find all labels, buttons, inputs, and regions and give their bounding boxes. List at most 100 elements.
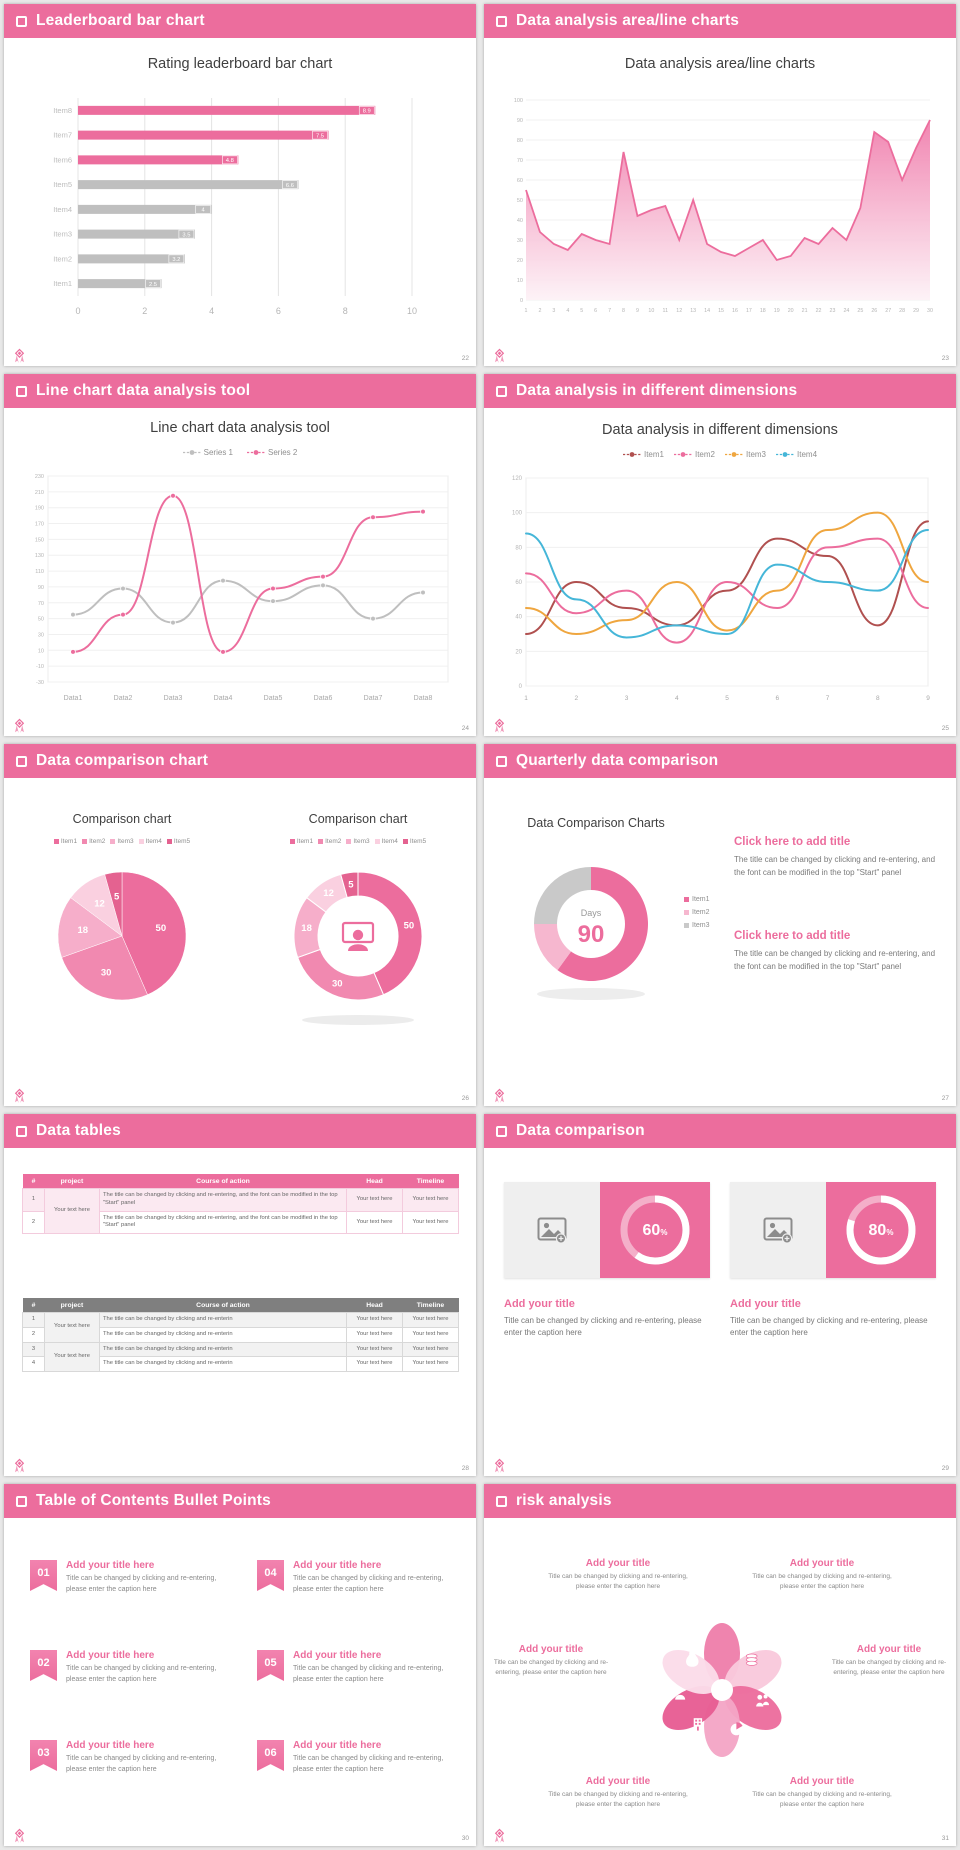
slide-header-title: Data tables <box>36 1122 121 1139</box>
risk-item-caption: Title can be changed by clicking and re-… <box>548 1791 688 1809</box>
card-title[interactable]: Add your title <box>504 1298 575 1310</box>
table-header-cell: Head <box>346 1298 403 1313</box>
slide-header-title: Leaderboard bar chart <box>36 12 205 29</box>
block-title[interactable]: Click here to add title <box>734 836 851 848</box>
table-header-cell: Course of action <box>99 1298 347 1313</box>
svg-text:18: 18 <box>301 923 312 934</box>
table-header-cell: Timeline <box>402 1174 459 1189</box>
svg-text:12: 12 <box>323 888 334 899</box>
legend-swatch-icon <box>289 839 295 844</box>
risk-item[interactable]: Add your title Title can be changed by cl… <box>542 1558 694 1592</box>
svg-text:30: 30 <box>927 308 933 314</box>
text-block: Click here to add title The title can be… <box>734 836 936 880</box>
square-bullet-icon <box>16 15 27 27</box>
legend-label: Item4 <box>145 838 162 845</box>
table-cell: Your text here <box>402 1356 459 1373</box>
slide-area-line-charts[interactable]: Data analysis area/line charts Data anal… <box>484 4 956 366</box>
risk-item[interactable]: Add your title Title can be changed by cl… <box>542 1776 694 1810</box>
toc-number-badge: 04 <box>257 1560 284 1591</box>
legend-label: Item4 <box>797 450 818 459</box>
svg-text:60: 60 <box>517 178 523 184</box>
table-cell: The title can be changed by clicking and… <box>99 1341 347 1358</box>
toc-item[interactable]: 01 Add your title here Title can be change… <box>30 1560 227 1640</box>
slide-quarterly-comparison[interactable]: Quarterly data comparison Data Compariso… <box>484 744 956 1106</box>
legend-swatch-icon <box>138 839 144 844</box>
slide-body: Comparison chart Item1 Item2 Item3 Item4 Ite… <box>4 778 476 1106</box>
svg-text:2: 2 <box>574 695 578 702</box>
toc-item-title: Add your title here <box>66 1560 155 1571</box>
block-body: The title can be changed by clicking and… <box>734 949 936 971</box>
svg-text:15: 15 <box>718 308 724 314</box>
toc-item[interactable]: 05 Add your title here Title can be change… <box>257 1650 454 1730</box>
risk-item[interactable]: Add your title Title can be changed by cl… <box>828 1644 950 1678</box>
toc-item[interactable]: 02 Add your title here Title can be change… <box>30 1650 227 1730</box>
slide-header-bar: Quarterly data comparison <box>484 744 956 778</box>
toc-item[interactable]: 03 Add your title here Title can be change… <box>30 1740 227 1820</box>
slide-risk-analysis[interactable]: risk analysis Add your title Title can be… <box>484 1484 956 1846</box>
risk-item[interactable]: Add your title Title can be changed by cl… <box>746 1558 898 1592</box>
legend-label: Series 1 <box>203 448 233 457</box>
slide-header-title: Quarterly data comparison <box>516 752 719 769</box>
slide-header-bar: Leaderboard bar chart <box>4 4 476 38</box>
table-cell: Your text here <box>402 1326 459 1343</box>
slide-leaderboard-bar-chart[interactable]: Leaderboard bar chart Rating leaderboard… <box>4 4 476 366</box>
slide-header-title: risk analysis <box>516 1492 612 1509</box>
svg-text:0: 0 <box>75 306 80 316</box>
slide-header-bar: Table of Contents Bullet Points <box>4 1484 476 1518</box>
table-cell: Your text here <box>402 1312 459 1328</box>
toc-item[interactable]: 06 Add your title here Title can be change… <box>257 1740 454 1820</box>
money-bag-icon <box>686 1652 699 1667</box>
toc-item-caption: Title can be changed by clicking and re-… <box>293 1575 444 1593</box>
legend-item: Item5 <box>402 838 426 845</box>
toc-text: Add your title here Title can be changed … <box>66 1560 227 1595</box>
risk-item[interactable]: Add your title Title can be changed by cl… <box>746 1776 898 1810</box>
table-cell: The title can be changed by clicking and… <box>99 1312 347 1328</box>
toc-item[interactable]: 04 Add your title here Title can be change… <box>257 1560 454 1640</box>
table-row: 3 Your text here The title can be changed … <box>22 1341 459 1373</box>
slide-data-tables[interactable]: Data tables # project Course of action Head… <box>4 1114 476 1476</box>
page-number: 27 <box>941 1095 949 1102</box>
slide-data-comparison-cards[interactable]: Data comparison 60% Add your title Title… <box>484 1114 956 1476</box>
brand-ribbon-icon <box>13 348 26 363</box>
page-number: 22 <box>461 355 469 362</box>
svg-text:9: 9 <box>636 308 639 314</box>
table-header-cell: # <box>22 1298 45 1313</box>
svg-text:7: 7 <box>608 308 611 314</box>
slide-data-comparison-chart[interactable]: Data comparison chart Comparison chart I… <box>4 744 476 1106</box>
risk-item[interactable]: Add your title Title can be changed by cl… <box>490 1644 612 1678</box>
toc-number-badge: 03 <box>30 1740 57 1771</box>
brand-ribbon-icon <box>493 718 506 733</box>
svg-text:21: 21 <box>802 308 808 314</box>
chart-title: Comparison chart <box>72 812 172 826</box>
block-title[interactable]: Click here to add title <box>734 930 851 942</box>
risk-item-title: Add your title <box>518 1644 584 1655</box>
svg-text:7.5: 7.5 <box>316 133 324 139</box>
table-header-cell: Timeline <box>402 1298 459 1313</box>
svg-text:4: 4 <box>201 208 205 214</box>
slide-toc-bullet-points[interactable]: Table of Contents Bullet Points 01 Add yo… <box>4 1484 476 1846</box>
svg-text:190: 190 <box>35 506 44 512</box>
card-title[interactable]: Add your title <box>730 1298 801 1310</box>
table-cell: Your text here <box>44 1187 100 1235</box>
table-header-cell: project <box>44 1174 100 1189</box>
slide-dimensions-line-chart[interactable]: Data analysis in different dimensions Da… <box>484 374 956 736</box>
svg-text:110: 110 <box>35 569 44 575</box>
image-placeholder-icon <box>504 1182 600 1278</box>
legend-item: Item3 <box>346 838 370 845</box>
toc-item-title: Add your title here <box>293 1740 382 1751</box>
legend-swatch-icon <box>53 839 59 844</box>
svg-text:0: 0 <box>519 684 523 690</box>
svg-text:Data3: Data3 <box>164 695 183 702</box>
legend-item: Item1 <box>53 838 77 845</box>
risk-item-title: Add your title <box>789 1776 855 1787</box>
svg-text:28: 28 <box>899 308 905 314</box>
slide-line-chart-tool[interactable]: Line chart data analysis tool Line chart… <box>4 374 476 736</box>
toc-text: Add your title here Title can be changed … <box>293 1560 454 1595</box>
page-number: 31 <box>941 1835 949 1842</box>
legend-item: Item1 <box>684 896 710 903</box>
risk-item-title: Add your title <box>585 1776 651 1787</box>
risk-item-title: Add your title <box>789 1558 855 1569</box>
table-cell: 4 <box>22 1356 45 1373</box>
page-number: 29 <box>941 1465 949 1472</box>
page-number: 26 <box>461 1095 469 1102</box>
